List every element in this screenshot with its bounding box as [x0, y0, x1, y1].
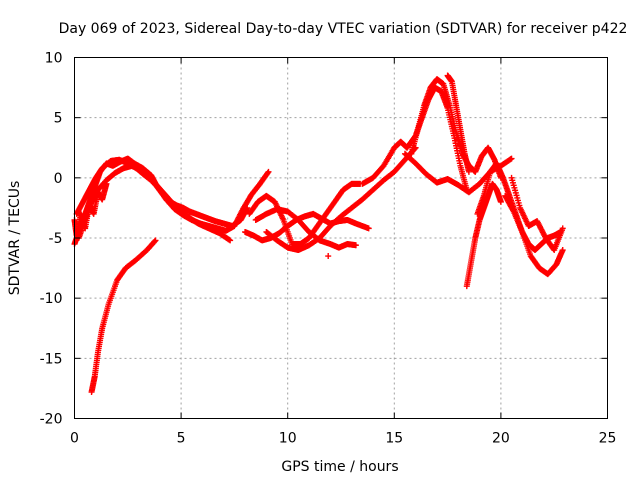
grid	[74, 57, 608, 419]
y-tick-label: 5	[54, 111, 63, 127]
y-axis-label: SDTVAR / TECUs	[7, 181, 23, 296]
y-tick-label: 10	[45, 51, 63, 67]
series-arc-late-tail-b	[508, 174, 566, 254]
series-arc-early-scatter	[71, 180, 110, 239]
data-point	[152, 237, 159, 244]
data-point	[365, 225, 372, 232]
y-tick-label: -5	[49, 231, 63, 247]
data-point	[465, 168, 472, 175]
data-point	[352, 242, 359, 249]
series-arc-afternoon-loop	[401, 150, 515, 196]
data-points	[71, 72, 566, 396]
data-point	[264, 169, 271, 176]
series-arc-afternoon-spike	[444, 72, 472, 175]
data-point	[508, 155, 515, 162]
series-arc-late-tail-a	[502, 192, 566, 278]
x-tick-label: 5	[177, 431, 186, 447]
series-arc-rising-low	[88, 237, 159, 396]
x-tick-label: 15	[385, 431, 403, 447]
data-point	[265, 168, 272, 175]
x-tick-label: 10	[279, 431, 297, 447]
series-arc-midday-b	[252, 206, 359, 251]
data-point	[559, 225, 566, 232]
x-axis-label: GPS time / hours	[281, 459, 398, 475]
data-point	[151, 238, 158, 245]
x-tick-label: 0	[70, 431, 79, 447]
data-point	[559, 247, 566, 254]
series-arc-morning-third	[73, 156, 234, 244]
y-tick-label: -10	[40, 291, 63, 307]
data-point	[103, 180, 110, 187]
x-tick-label: 20	[492, 431, 510, 447]
y-tick-label: 0	[54, 171, 63, 187]
series-arc-midday-c	[246, 180, 364, 248]
data-point	[497, 198, 504, 205]
axis-ticks: 0 5 10 15 20 25 10 5 0 -5 -10 -15 -20	[40, 51, 617, 447]
series-arc-late-dip	[463, 180, 504, 290]
series-outlier	[325, 253, 332, 260]
series-arc-midday-d	[263, 144, 419, 254]
data-point	[227, 237, 234, 244]
y-tick-label: -20	[40, 412, 63, 428]
data-point	[325, 253, 332, 260]
x-tick-label: 25	[599, 431, 617, 447]
chart-title: Day 069 of 2023, Sidereal Day-to-day VTE…	[59, 21, 628, 37]
y-tick-label: -15	[40, 351, 63, 367]
